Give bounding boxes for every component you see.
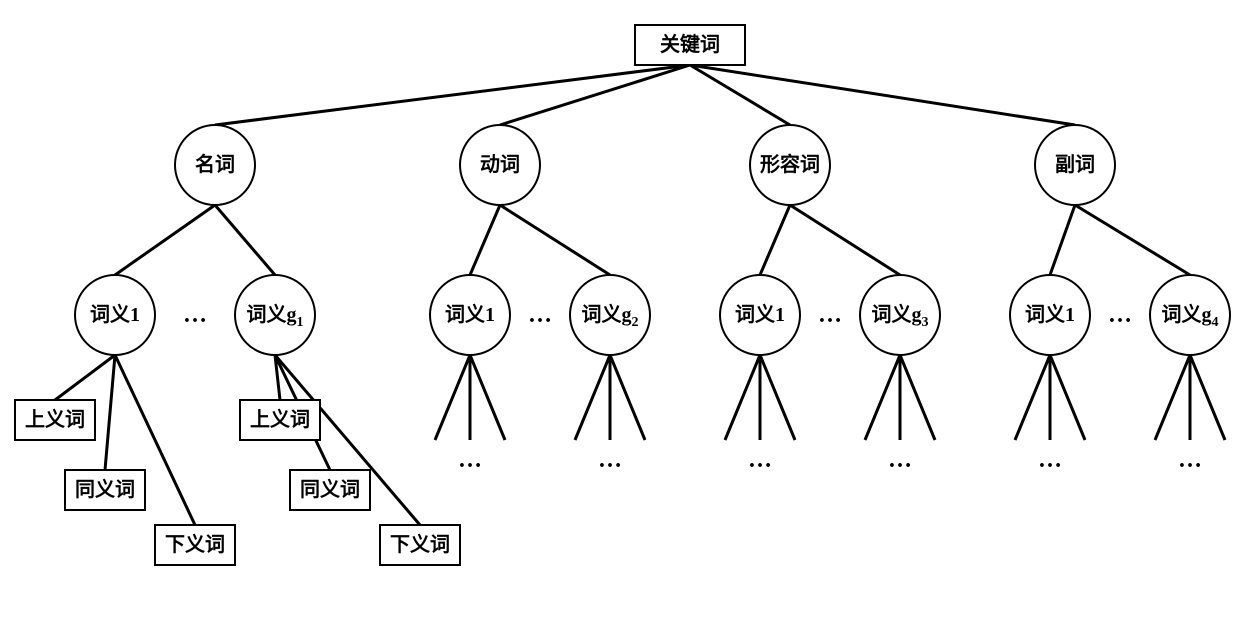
sense-label: 词义1 [735,303,785,326]
sense-label: 词义g2 [582,303,639,330]
ellipsis: … [748,447,772,473]
sense-label: 词义g3 [872,303,929,330]
pos-label: 名词 [195,152,235,176]
ellipsis: … [458,447,482,473]
leaf-label: 上义词 [250,408,310,431]
sense-label: 词义1 [1025,303,1075,326]
leaf-label: 上义词 [25,408,85,431]
ellipsis: … [528,302,552,328]
pos-label: 动词 [480,153,520,176]
ellipsis: … [183,302,207,328]
pos-label: 形容词 [760,152,820,176]
ellipsis: … [1178,447,1202,473]
root-label: 关键词 [660,32,720,56]
sense-label: 词义g4 [1162,303,1219,330]
ellipsis: … [1038,447,1062,473]
ellipsis: … [818,302,842,328]
ellipsis: … [888,447,912,473]
sense-label: 词义1 [90,303,140,326]
leaf-label: 同义词 [300,478,360,501]
sense-label: 词义1 [445,303,495,326]
sense-label: 词义g1 [247,303,304,330]
ellipsis: … [1108,302,1132,328]
leaf-label: 下义词 [390,533,450,556]
pos-label: 副词 [1055,153,1095,176]
tree-diagram: … … … … … … 关键词名词 动词 形容词 副词词义1 词义g1 词义1 词义g2 词义1 词义g3 词… [0,0,1240,623]
leaf-label: 同义词 [75,478,135,501]
leaf-label: 下义词 [165,533,225,556]
ellipsis: … [598,447,622,473]
